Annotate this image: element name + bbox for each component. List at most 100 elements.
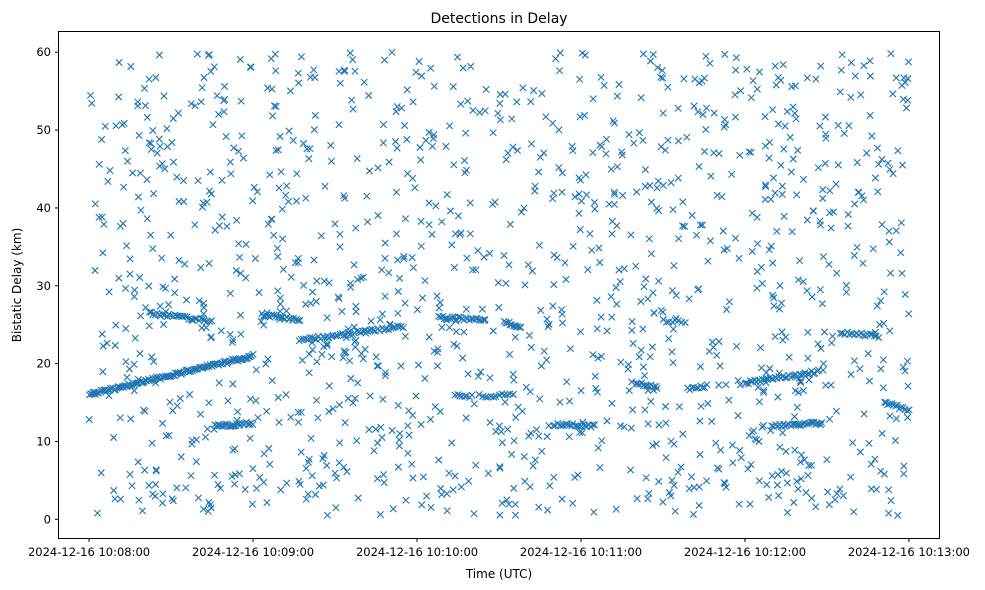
data-point <box>775 305 783 313</box>
data-point <box>836 485 844 493</box>
data-point <box>346 357 354 365</box>
data-point <box>352 308 360 316</box>
data-point <box>667 492 675 500</box>
data-point <box>549 422 557 430</box>
data-point <box>794 388 802 397</box>
data-point <box>901 367 909 375</box>
data-point <box>351 338 359 346</box>
data-point <box>136 350 144 358</box>
data-point <box>640 283 648 291</box>
data-point <box>475 390 483 399</box>
data-point <box>101 122 109 130</box>
data-point <box>335 459 343 467</box>
data-point <box>877 365 885 373</box>
data-point <box>262 360 270 368</box>
data-point <box>625 131 633 139</box>
data-point <box>404 449 412 457</box>
data-point <box>187 367 195 375</box>
data-point <box>576 328 585 336</box>
data-point <box>148 353 156 361</box>
data-point <box>903 407 911 415</box>
data-point <box>690 102 698 110</box>
data-point <box>251 254 259 263</box>
data-point <box>650 383 658 391</box>
data-point <box>732 54 740 62</box>
data-point <box>748 209 756 217</box>
data-point <box>451 230 460 238</box>
data-point <box>849 439 857 447</box>
data-point <box>173 484 181 492</box>
data-point <box>85 415 93 424</box>
data-point <box>834 161 842 169</box>
y-tick-label: 10 <box>36 434 51 448</box>
data-point <box>285 127 293 135</box>
data-point <box>445 469 453 477</box>
data-point <box>308 288 317 296</box>
data-point <box>438 218 446 226</box>
data-point <box>279 235 287 243</box>
data-point <box>648 343 656 351</box>
data-point <box>145 139 153 147</box>
data-point <box>578 429 586 437</box>
data-point <box>205 259 213 267</box>
data-point <box>519 84 527 92</box>
data-point <box>558 169 566 177</box>
data-point <box>136 273 144 282</box>
data-point <box>340 192 348 200</box>
data-point <box>627 231 635 239</box>
data-point <box>246 63 254 71</box>
data-point <box>473 315 481 323</box>
data-point <box>260 450 268 458</box>
data-point <box>460 328 468 336</box>
data-point <box>398 104 406 112</box>
data-point <box>633 188 641 196</box>
data-point <box>878 429 886 438</box>
data-point <box>282 391 290 399</box>
data-point <box>503 496 511 504</box>
data-point <box>778 182 786 190</box>
x-tick-label: 2024-12-16 10:13:00 <box>848 545 970 559</box>
data-point <box>737 454 745 462</box>
data-point <box>850 251 858 260</box>
data-point <box>851 72 859 80</box>
data-point <box>731 113 740 121</box>
data-point <box>220 421 228 429</box>
data-point <box>576 75 584 83</box>
data-point <box>809 207 817 215</box>
data-point <box>111 341 119 350</box>
data-point <box>590 508 598 516</box>
data-point <box>380 56 389 64</box>
data-point <box>674 104 682 112</box>
data-point <box>419 294 427 302</box>
data-point <box>388 426 396 435</box>
data-point <box>722 483 730 491</box>
data-point <box>891 436 899 445</box>
data-point <box>374 211 382 220</box>
data-point <box>785 353 793 361</box>
data-point <box>496 90 504 99</box>
data-point <box>340 66 348 74</box>
data-point <box>438 490 446 499</box>
data-point <box>834 121 842 129</box>
data-point <box>899 95 907 103</box>
data-point <box>652 440 660 448</box>
data-point <box>391 137 400 146</box>
data-point <box>302 495 310 503</box>
data-point <box>603 417 611 425</box>
data-point <box>793 191 801 199</box>
data-point <box>903 357 912 365</box>
data-point <box>323 314 331 322</box>
data-point <box>672 291 680 299</box>
data-point <box>668 348 676 356</box>
data-point <box>755 68 764 76</box>
data-point <box>553 254 561 262</box>
data-point <box>241 485 249 493</box>
data-point <box>704 257 712 265</box>
data-point <box>434 345 442 353</box>
data-point <box>253 484 261 492</box>
data-point <box>428 230 436 239</box>
data-point <box>156 142 164 150</box>
data-point <box>639 363 647 371</box>
data-point <box>696 417 704 425</box>
data-point <box>237 97 245 105</box>
